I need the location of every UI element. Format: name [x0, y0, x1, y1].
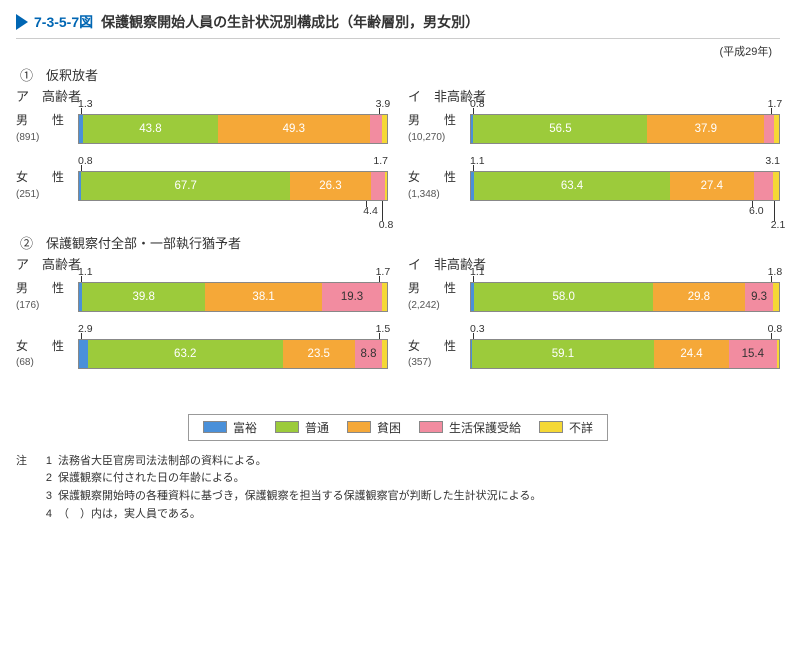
year-label: (平成29年)	[16, 43, 772, 59]
bar-segment-welfare	[764, 115, 774, 143]
bar-segment-welfare	[370, 115, 382, 143]
stacked-bar: 56.537.9	[470, 114, 780, 144]
stacked-bar: 59.124.415.4	[470, 339, 780, 369]
bar-segment-wealthy	[79, 340, 88, 368]
bar-segment-poor: 23.5	[283, 340, 355, 368]
bar-wrap: 0.81.756.537.9	[470, 114, 780, 144]
group-head: ア高齢者	[16, 254, 388, 273]
group-head: イ非高齢者	[408, 86, 780, 105]
bar-segment-unknown	[773, 172, 779, 200]
swatch-wealthy	[203, 421, 227, 433]
bar-segment-normal: 59.1	[472, 340, 654, 368]
section-heading: ② 保護観察付全部・一部執行猶予者	[20, 233, 780, 252]
chart-row: 女 性(251)0.84.40.867.726.31.7	[16, 170, 388, 201]
bar-wrap: 0.84.40.867.726.31.7	[78, 171, 388, 201]
chart-group: ア高齢者男 性(176)1.11.739.838.119.3女 性(68)2.9…	[16, 254, 388, 395]
bar-segment-poor: 29.8	[653, 283, 745, 311]
legend-unknown: 不詳	[539, 419, 593, 436]
bar-segment-unknown	[777, 340, 779, 368]
bar-segment-normal: 43.8	[83, 115, 218, 143]
legend-normal: 普通	[275, 419, 329, 436]
chart-group: ア高齢者男 性(891)1.33.943.849.3女 性(251)0.84.4…	[16, 86, 388, 227]
title-arrow-icon	[16, 14, 28, 30]
bar-segment-normal: 67.7	[81, 172, 290, 200]
figure-number: 7-3-5-7図	[34, 12, 93, 32]
legend-poor: 貧困	[347, 419, 401, 436]
callout-label: 3.1	[765, 155, 780, 167]
bar-segment-poor: 26.3	[290, 172, 371, 200]
stacked-bar: 63.223.58.8	[78, 339, 388, 369]
bar-segment-normal: 39.8	[82, 283, 205, 311]
bar-segment-welfare: 9.3	[745, 283, 774, 311]
bar-segment-normal: 56.5	[473, 115, 647, 143]
bar-segment-normal: 63.4	[474, 172, 669, 200]
bar-segment-unknown	[382, 283, 387, 311]
chart-row: 女 性(1,348)1.16.02.163.427.43.1	[408, 170, 780, 201]
title-bar: 7-3-5-7図 保護観察開始人員の生計状況別構成比（年齢層別，男女別）	[16, 12, 780, 39]
bar-segment-poor: 37.9	[647, 115, 764, 143]
figure-title: 保護観察開始人員の生計状況別構成比（年齢層別，男女別）	[101, 12, 479, 32]
footnotes: 注1法務省大臣官房司法法制部の資料による。 2保護観察に付された日の年齢による。…	[16, 453, 780, 523]
bar-segment-welfare: 15.4	[729, 340, 776, 368]
stacked-bar: 39.838.119.3	[78, 282, 388, 312]
bar-segment-poor: 38.1	[205, 283, 322, 311]
chart-row: 男 性(176)1.11.739.838.119.3	[16, 281, 388, 312]
stacked-bar: 43.849.3	[78, 114, 388, 144]
swatch-poor	[347, 421, 371, 433]
legend: 富裕 普通 貧困 生活保護受給 不詳	[188, 414, 608, 441]
axis-label: 男 性(2,242)	[408, 281, 470, 312]
axis-label: 女 性(251)	[16, 170, 78, 201]
bar-wrap: 2.91.563.223.58.8	[78, 339, 388, 369]
stacked-bar: 63.427.4	[470, 171, 780, 201]
bar-segment-unknown	[773, 283, 779, 311]
bar-segment-normal: 63.2	[88, 340, 283, 368]
chart-row: 女 性(357)0.30.859.124.415.4	[408, 339, 780, 370]
group-head: イ非高齢者	[408, 254, 780, 273]
bar-segment-welfare: 19.3	[322, 283, 381, 311]
bar-segment-normal: 58.0	[474, 283, 653, 311]
bar-segment-welfare: 8.8	[355, 340, 382, 368]
legend-wealthy: 富裕	[203, 419, 257, 436]
chart-sections: ① 仮釈放者ア高齢者男 性(891)1.33.943.849.3女 性(251)…	[16, 65, 780, 396]
bar-wrap: 0.30.859.124.415.4	[470, 339, 780, 369]
chart-row: 女 性(68)2.91.563.223.58.8	[16, 339, 388, 370]
chart-row: 男 性(891)1.33.943.849.3	[16, 113, 388, 144]
bar-segment-unknown	[382, 340, 387, 368]
bar-segment-unknown	[385, 172, 387, 200]
chart-group: イ非高齢者男 性(10,270)0.81.756.537.9女 性(1,348)…	[408, 86, 780, 227]
bar-segment-poor: 49.3	[218, 115, 370, 143]
bar-segment-welfare	[754, 172, 772, 200]
legend-welfare: 生活保護受給	[419, 419, 521, 436]
bar-segment-poor: 24.4	[654, 340, 729, 368]
axis-label: 女 性(68)	[16, 339, 78, 370]
chart-row: 男 性(2,242)1.11.858.029.89.3	[408, 281, 780, 312]
group-head: ア高齢者	[16, 86, 388, 105]
chart-row: 男 性(10,270)0.81.756.537.9	[408, 113, 780, 144]
axis-label: 男 性(891)	[16, 113, 78, 144]
swatch-unknown	[539, 421, 563, 433]
callout-label: 1.7	[373, 155, 388, 167]
bar-wrap: 1.11.858.029.89.3	[470, 282, 780, 312]
bar-segment-welfare	[371, 172, 385, 200]
axis-label: 男 性(176)	[16, 281, 78, 312]
swatch-welfare	[419, 421, 443, 433]
bar-segment-poor: 27.4	[670, 172, 754, 200]
bar-wrap: 1.16.02.163.427.43.1	[470, 171, 780, 201]
chart-group-row: ア高齢者男 性(891)1.33.943.849.3女 性(251)0.84.4…	[16, 86, 780, 227]
bar-segment-unknown	[774, 115, 779, 143]
axis-label: 男 性(10,270)	[408, 113, 470, 144]
chart-group: イ非高齢者男 性(2,242)1.11.858.029.89.3女 性(357)…	[408, 254, 780, 395]
axis-label: 女 性(357)	[408, 339, 470, 370]
bar-wrap: 1.11.739.838.119.3	[78, 282, 388, 312]
swatch-normal	[275, 421, 299, 433]
chart-group-row: ア高齢者男 性(176)1.11.739.838.119.3女 性(68)2.9…	[16, 254, 780, 395]
axis-label: 女 性(1,348)	[408, 170, 470, 201]
stacked-bar: 58.029.89.3	[470, 282, 780, 312]
bar-segment-unknown	[382, 115, 387, 143]
stacked-bar: 67.726.3	[78, 171, 388, 201]
bar-wrap: 1.33.943.849.3	[78, 114, 388, 144]
section-heading: ① 仮釈放者	[20, 65, 780, 84]
